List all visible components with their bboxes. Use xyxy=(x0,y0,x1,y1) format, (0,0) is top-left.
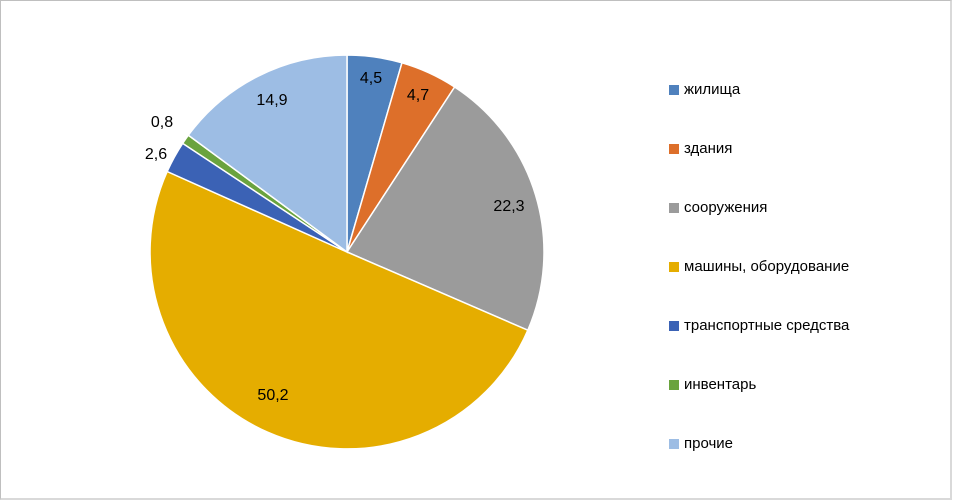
data-label-5: 2,6 xyxy=(145,146,167,163)
legend-swatch xyxy=(669,84,679,95)
legend-item-3: сооружения xyxy=(669,178,939,237)
legend-label: сооружения xyxy=(684,199,768,216)
legend-item-4: машины, оборудование xyxy=(669,237,939,296)
legend-swatch xyxy=(669,202,679,213)
legend-label: здания xyxy=(684,140,733,157)
legend-swatch xyxy=(669,320,679,331)
data-label-3: 22,3 xyxy=(493,198,524,215)
legend-swatch xyxy=(669,261,679,272)
data-label-6: 0,8 xyxy=(151,114,173,131)
legend-swatch xyxy=(669,379,679,390)
legend-item-5: транспортные средства xyxy=(669,296,939,355)
legend-label: транспортные средства xyxy=(684,317,850,334)
legend-item-6: инвентарь xyxy=(669,355,939,414)
legend-label: машины, оборудование xyxy=(684,258,850,275)
data-label-7: 14,9 xyxy=(256,92,287,109)
legend-label: прочие xyxy=(684,435,734,452)
data-label-4: 50,2 xyxy=(257,387,288,404)
legend-item-7: прочие xyxy=(669,414,939,473)
legend-item-1: жилища xyxy=(669,60,939,119)
legend-label: инвентарь xyxy=(684,376,757,393)
legend-swatch xyxy=(669,438,679,449)
legend-item-2: здания xyxy=(669,119,939,178)
legend-label: жилища xyxy=(684,81,741,98)
data-label-1: 4,5 xyxy=(360,70,382,87)
pie-slice-3 xyxy=(345,85,545,332)
legend: жилища здания сооружения машины, оборудован… xyxy=(669,60,939,473)
data-label-2: 4,7 xyxy=(407,87,429,104)
pie-slice-7 xyxy=(187,54,348,254)
pie-slice-4 xyxy=(149,170,529,450)
legend-swatch xyxy=(669,143,679,154)
